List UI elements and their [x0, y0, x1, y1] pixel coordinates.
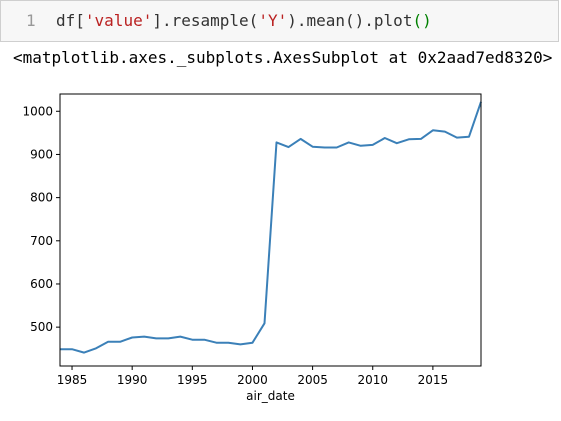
x-axis-label: air_date: [246, 389, 295, 403]
y-tick-label: 500: [30, 320, 53, 334]
x-tick-label: 2005: [297, 373, 328, 387]
line-number: 1: [26, 11, 36, 30]
code-input[interactable]: df['value'].resample('Y').mean().plot(): [56, 11, 432, 30]
output-text: <matplotlib.axes._subplots.AxesSubplot a…: [13, 48, 553, 67]
x-tick-label: 1985: [57, 373, 88, 387]
code-string-token: 'value': [84, 11, 153, 30]
y-tick-label: 600: [30, 277, 53, 291]
plot-output: 500 600 700 800 900 1000 1985 1990 1995 2000 2005 2…: [0, 80, 561, 417]
y-tick-label: 800: [30, 191, 53, 205]
line-chart: 500 600 700 800 900 1000 1985 1990 1995 2000 2005 2…: [22, 93, 482, 403]
x-tick-label: 2015: [418, 373, 449, 387]
y-tick-label: 1000: [22, 104, 53, 118]
code-string-token: 'Y': [258, 11, 288, 30]
x-tick-label: 2010: [357, 373, 388, 387]
y-tick-label: 700: [30, 234, 53, 248]
plot-frame: [59, 93, 482, 367]
code-token: ).mean().plot: [287, 11, 413, 30]
code-paren-token: (): [412, 11, 432, 30]
code-cell[interactable]: 1 df['value'].resample('Y').mean().plot(…: [0, 0, 559, 42]
code-token: df[: [56, 11, 85, 30]
x-tick-label: 1995: [177, 373, 208, 387]
x-tick-label: 2000: [237, 373, 268, 387]
y-tick-label: 900: [30, 147, 53, 161]
x-tick-label: 1990: [117, 373, 148, 387]
series-line: [60, 101, 482, 354]
code-token: ].resample(: [152, 11, 259, 30]
